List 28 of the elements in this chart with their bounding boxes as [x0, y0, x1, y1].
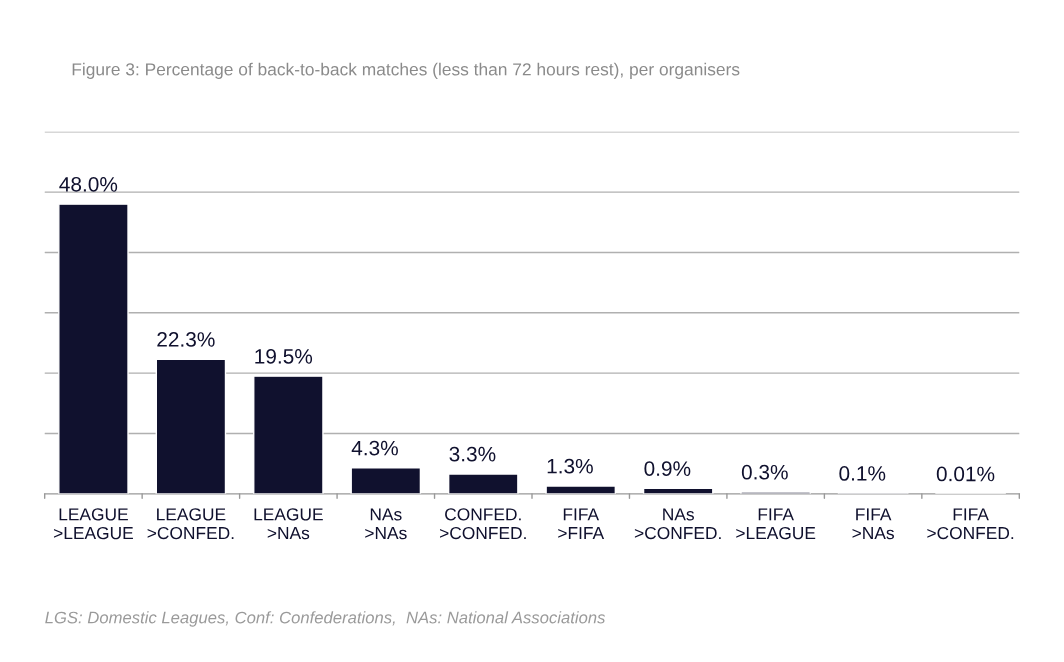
x-tick-label: FIFA >NAs	[852, 508, 894, 540]
data-label: 0.1%	[839, 466, 886, 481]
x-tick-label: LEAGUE >LEAGUE	[53, 508, 133, 540]
bar	[350, 467, 422, 494]
x-tick-label: CONFED. >CONFED.	[439, 508, 526, 540]
bar	[58, 203, 129, 494]
bar	[155, 358, 227, 494]
data-label: 48.0%	[59, 176, 118, 192]
bar	[545, 485, 617, 494]
bar	[447, 473, 519, 494]
data-label: 4.3%	[351, 440, 398, 456]
bar	[253, 375, 324, 494]
x-tick-label: FIFA >LEAGUE	[736, 508, 816, 540]
x-tick-label: LEAGUE >NAs	[254, 508, 323, 540]
x-tick-label: LEAGUE >CONFED.	[147, 508, 234, 540]
chart-title: Figure 3: Percentage of back-to-back matches (less than 72 hours rest), per organisers	[72, 62, 740, 79]
x-tick-label: NAs >NAs	[365, 508, 407, 540]
x-tick-label: NAs >CONFED.	[634, 508, 721, 540]
data-label: 3.3%	[449, 446, 496, 462]
text: LGS: Domestic Leagues, Conf: Confederations, NAs: National Associations	[45, 611, 606, 627]
data-label: 0.01%	[936, 466, 995, 482]
x-tick-label: FIFA >CONFED.	[927, 508, 1014, 540]
data-label: 1.3%	[547, 458, 593, 474]
data-label: 22.3%	[157, 332, 215, 347]
data-label: 0.9%	[644, 461, 691, 476]
x-tick-label: FIFA >FIFA	[558, 508, 605, 540]
data-label: 0.3%	[741, 464, 788, 480]
data-label: 19.5%	[255, 348, 313, 364]
